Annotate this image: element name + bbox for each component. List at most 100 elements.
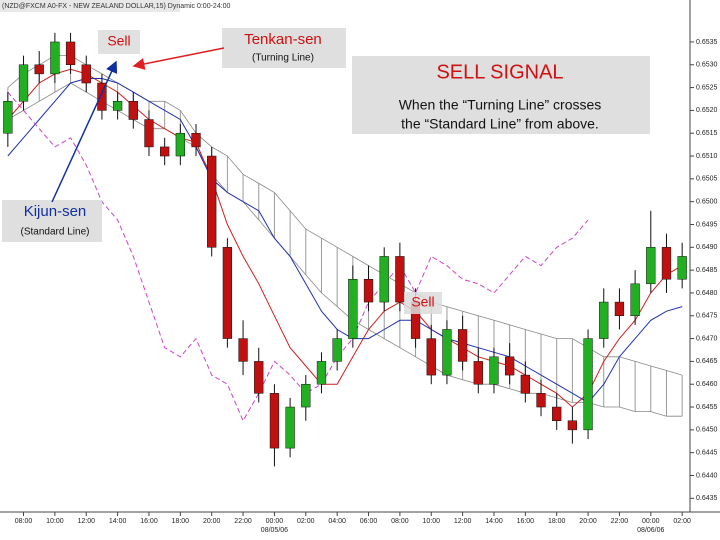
candle-body: [379, 256, 389, 303]
candle-body: [505, 356, 515, 376]
annotation: (Standard Line): [21, 227, 90, 238]
candle-body: [520, 374, 530, 394]
y-tick-label: 0.6480: [696, 290, 718, 297]
label-box: [222, 28, 346, 68]
x-tick-label: 08:00: [391, 518, 409, 525]
candle-body: [316, 361, 327, 385]
y-tick-label: 0.6455: [696, 404, 718, 411]
arrow: [132, 47, 225, 70]
y-tick-label: 0.6510: [696, 153, 718, 160]
candle-body: [630, 283, 640, 317]
indicator-line: [7, 68, 683, 408]
annotation: When the “Turning Line” crosses: [399, 97, 602, 113]
candle-body: [599, 301, 609, 339]
x-tick-label: 14:00: [485, 518, 503, 525]
y-tick-label: 0.6470: [696, 335, 718, 342]
label-box: [404, 292, 442, 314]
candle-body: [34, 64, 44, 75]
y-tick-label: 0.6500: [696, 199, 718, 206]
label-box: [2, 200, 102, 242]
annotation: Sell: [411, 294, 434, 310]
x-date-label: 08/05/06: [261, 527, 288, 534]
x-tick-label: 12:00: [454, 518, 472, 525]
y-tick-label: 0.6450: [696, 427, 718, 434]
candle-body: [426, 338, 436, 376]
x-tick-label: 20:00: [203, 518, 221, 525]
label-box: [98, 30, 140, 54]
x-tick-label: 00:00: [642, 518, 660, 525]
x-tick-label: 22:00: [234, 518, 252, 525]
y-tick-label: 0.6520: [696, 107, 718, 114]
x-tick-label: 02:00: [673, 518, 691, 525]
candle-body: [348, 279, 358, 339]
y-tick-label: 0.6445: [696, 450, 718, 457]
candle-body: [81, 64, 91, 84]
x-tick-label: 10:00: [422, 518, 440, 525]
y-tick-label: 0.6525: [696, 84, 718, 91]
x-date-label: 08/06/06: [637, 527, 664, 534]
x-tick-label: 12:00: [77, 518, 95, 525]
candle-body: [489, 356, 499, 385]
candle-body: [254, 361, 264, 394]
candle-body: [457, 329, 468, 362]
candle-body: [473, 361, 483, 385]
annotation: (Turning Line): [252, 53, 314, 64]
candle-body: [646, 247, 656, 285]
candle-body: [3, 101, 13, 134]
candle-body: [661, 247, 672, 280]
candle-body: [363, 279, 374, 303]
candle-body: [50, 41, 60, 75]
x-tick-label: 16:00: [517, 518, 535, 525]
candle-body: [207, 155, 217, 248]
x-tick-label: 16:00: [140, 518, 158, 525]
candle-body: [175, 132, 185, 157]
indicator-line: [7, 91, 589, 422]
y-tick-label: 0.6435: [696, 495, 718, 502]
candle-body: [677, 256, 687, 280]
candle-body: [97, 82, 107, 111]
y-tick-label: 0.6485: [696, 267, 718, 274]
candle-body: [395, 256, 405, 303]
annotations: (NZD@FXCM A0-FX - NEW ZEALAND DOLLAR,15)…: [2, 3, 650, 314]
plot: 0.6435 0.6440 0.6445 0.6450 0.6455 0.6460 0.64…: [3, 32, 718, 534]
annotation: Sell: [107, 33, 130, 49]
x-tick-label: 18:00: [172, 518, 190, 525]
chart-title: (NZD@FXCM A0-FX - NEW ZEALAND DOLLAR,15)…: [2, 3, 231, 10]
x-tick-label: 14:00: [109, 518, 127, 525]
y-tick-label: 0.6505: [696, 176, 718, 183]
annotation: SELL SIGNAL: [436, 61, 563, 83]
x-tick-label: 04:00: [328, 518, 346, 525]
y-tick-label: 0.6440: [696, 472, 718, 479]
y-tick-label: 0.6495: [696, 221, 718, 228]
x-tick-label: 00:00: [266, 518, 284, 525]
candle-body: [18, 64, 29, 102]
x-tick-label: 02:00: [297, 518, 315, 525]
candle-body: [332, 338, 342, 362]
candle-body: [222, 247, 233, 339]
y-tick-label: 0.6515: [696, 130, 718, 137]
y-tick-label: 0.6490: [696, 244, 718, 251]
candle-body: [112, 101, 123, 111]
x-tick-label: 08:00: [15, 518, 33, 525]
annotation: Kijun-sen: [24, 203, 87, 220]
header-bar: [0, 0, 180, 12]
arrow: [51, 60, 118, 203]
candle-body: [144, 119, 154, 148]
annotation: the “Standard Line” from above.: [401, 116, 599, 132]
x-tick-label: 06:00: [360, 518, 378, 525]
y-tick-label: 0.6475: [696, 313, 718, 320]
y-tick-label: 0.6460: [696, 381, 718, 388]
candle-body: [552, 406, 562, 421]
candle-body: [191, 132, 201, 148]
candle-body: [160, 146, 170, 157]
candle-body: [614, 301, 625, 317]
candle-body: [65, 41, 76, 66]
candle-body: [567, 420, 578, 431]
candle-body: [536, 393, 546, 408]
x-tick-label: 18:00: [548, 518, 566, 525]
y-tick-label: 0.6465: [696, 358, 718, 365]
candle-body: [128, 101, 138, 120]
x-tick-label: 20:00: [579, 518, 597, 525]
